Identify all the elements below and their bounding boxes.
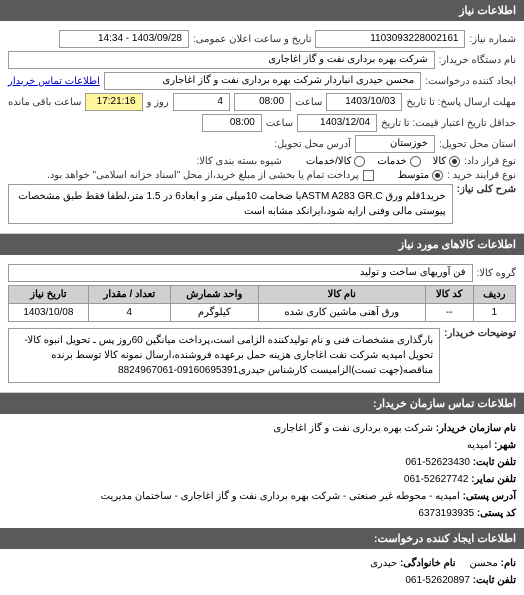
org-phone-label: تلفن ثابت: [473,457,516,468]
org-city-value: امیدیه [467,440,492,451]
col-unit: واحد شمارش [170,286,258,304]
radio-medium[interactable]: متوسط [398,170,443,181]
need-number-field: 1103093228002161 [315,30,465,48]
cell-unit: کیلوگرم [170,304,258,322]
announce-dt-label: تاریخ و ساعت اعلان عمومی: [193,34,312,45]
col-name: نام کالا [258,286,425,304]
org-fax-value: 52627742-061 [404,474,469,485]
announce-dt-field: 1403/09/28 - 14:34 [59,30,189,48]
buyer-notes-box: بارگذاری مشخصات فنی و نام تولیدکننده الز… [8,328,440,383]
remaining-label: ساعت باقی مانده [8,97,81,108]
buyer-contact-link[interactable]: اطلاعات تماس خریدار [8,76,100,87]
need-form: شماره نیاز: 1103093228002161 تاریخ و ساع… [0,21,524,234]
goods-table: ردیف کد کالا نام کالا واحد شمارش تعداد /… [8,285,516,322]
org-info: نام سازمان خریدار: شرکت بهره برداری نفت … [0,414,524,528]
org-postal-value: امیدیه - محوطه غیر صنعتی - شرکت بهره برد… [101,491,460,502]
contract-type-label: نوع قرار داد: [464,156,516,167]
creator-info: نام: محسن نام خانوادگی: حیدری تلفن ثابت:… [0,549,524,595]
contract-type-radios: کالا خدمات کالا/خدمات [306,156,460,167]
org-postalcode-value: 6373193935 [418,508,474,519]
radio-medium-label: متوسط [398,170,429,181]
radio-icon [410,156,421,167]
org-fax-label: تلفن نمایر: [471,474,516,485]
payment-checkbox[interactable] [363,170,374,181]
general-desc-box: خرید1قلم ورق ASTM A283 GR.Cبا ضخامت 10می… [8,184,453,224]
goods-section: گروه کالا: فن آوریهای ساخت و تولید ردیف … [0,255,524,393]
table-header-row: ردیف کد کالا نام کالا واحد شمارش تعداد /… [9,286,516,304]
cell-code: -- [425,304,473,322]
buyer-org-label: نام دستگاه خریدار: [439,55,516,66]
creator-family-value: حیدری [370,558,397,569]
validity-date-field: 1403/12/04 [297,114,377,132]
buyer-org-field: شرکت بهره برداری نفت و گاز اغاجاری [8,51,435,69]
response-date-field: 1403/10/03 [326,93,402,111]
state-delivery-label: استان محل تحویل: [439,139,516,150]
table-row: 1 -- ورق آهنی ماشین کاری شده کیلوگرم 4 1… [9,304,516,322]
request-creator-field: محسن حیدری انباردار شرکت بهره برداری نفت… [104,72,421,90]
col-date: تاریخ نیاز [9,286,89,304]
cell-idx: 1 [473,304,515,322]
section-org-contact: اطلاعات تماس سازمان خریدار: [0,393,524,414]
org-postal-label: آدرس پستی: [463,491,516,502]
section-need-info: اطلاعات نیاز [0,0,524,21]
cell-date: 1403/10/08 [9,304,89,322]
creator-name-label: نام: [501,558,516,569]
days-label: روز و [147,97,169,108]
request-creator-label: ایجاد کننده درخواست: [425,76,516,87]
org-postalcode-label: کد پستی: [477,508,516,519]
section-creator-contact: اطلاعات ایجاد کننده درخواست: [0,528,524,549]
group-field: فن آوریهای ساخت و تولید [8,264,473,282]
org-phone-value: 52623430-061 [405,457,470,468]
cell-qty: 4 [88,304,170,322]
radio-goods-label: کالا [433,156,447,167]
buyer-notes-label: توضیحات خریدار: [444,328,516,339]
creator-family-label: نام خانوادگی: [400,558,456,569]
response-time-label: ساعت [295,97,322,108]
delivery-addr-label: آدرس محل تحویل: [274,139,351,150]
validity-time-label: ساعت [266,118,293,129]
validity-label: حداقل تاریخ اعتبار قیمت: تا تاریخ [381,118,516,129]
radio-icon [354,156,365,167]
col-qty: تعداد / مقدار [88,286,170,304]
group-label: گروه کالا: [477,268,516,279]
creator-phone-label: تلفن ثابت: [473,575,516,586]
radio-gs-label: کالا/خدمات [306,156,352,167]
radio-goods[interactable]: کالا [433,156,461,167]
creator-phone-value: 52620897-061 [405,575,470,586]
section-goods-info: اطلاعات کالاهای مورد نیاز [0,234,524,255]
delivery-addr-field: خوزستان [355,135,435,153]
validity-time-field: 08:00 [202,114,262,132]
radio-services[interactable]: خدمات [377,156,420,167]
org-name-value: شرکت بهره برداری نفت و گاز اغاجاری [273,423,433,434]
radio-services-label: خدمات [377,156,406,167]
general-desc-label: شرح کلی نیاز: [457,184,516,195]
org-city-label: شهر: [494,440,516,451]
creator-name-value: محسن [470,558,498,569]
col-idx: ردیف [473,286,515,304]
radio-goods-services[interactable]: کالا/خدمات [306,156,366,167]
packaging-label: شیوه بسته بندی کالا: [196,156,281,167]
response-deadline-label: مهلت ارسال پاسخ: تا تاریخ [406,97,516,108]
purchase-type-label: نوع قرایند خرید : [447,170,516,181]
remaining-time-field: 17:21:16 [85,93,142,111]
cell-name: ورق آهنی ماشین کاری شده [258,304,425,322]
need-number-label: شماره نیاز: [469,34,516,45]
payment-note: پرداخت تمام یا بخشی از مبلغ خرید،از محل … [47,170,359,181]
org-name-label: نام سازمان خریدار: [436,423,516,434]
radio-icon [449,156,460,167]
col-code: کد کالا [425,286,473,304]
radio-icon [432,170,443,181]
days-field: 4 [173,93,230,111]
response-time-field: 08:00 [234,93,291,111]
